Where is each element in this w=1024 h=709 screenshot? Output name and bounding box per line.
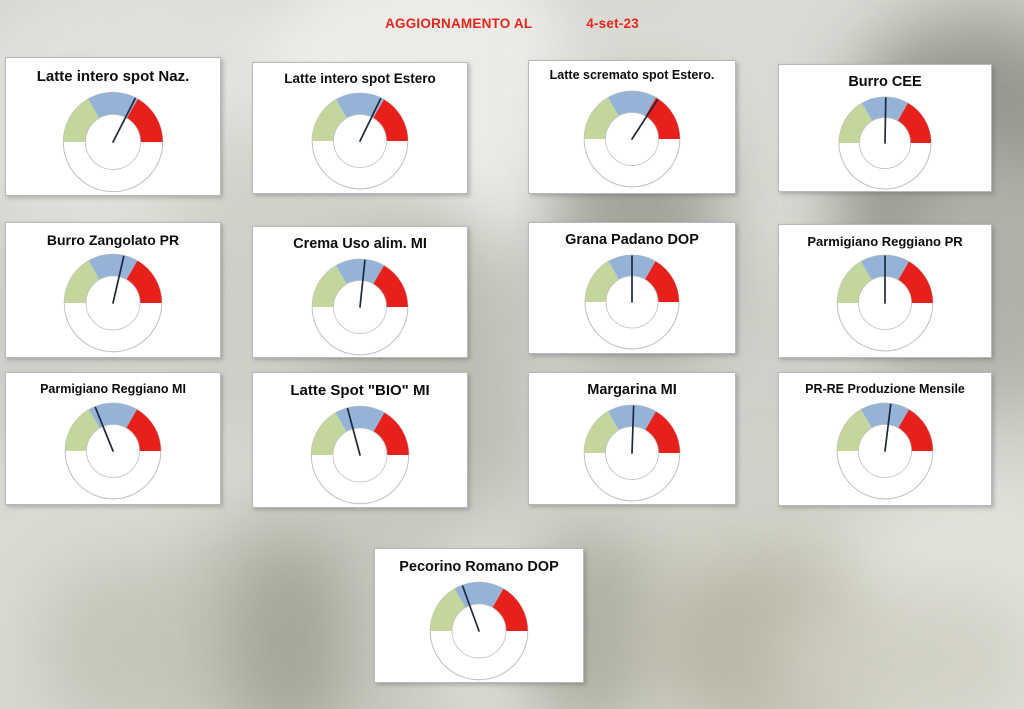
gauge-card[interactable]: Latte scremato spot Estero. (528, 60, 736, 194)
gauge-card[interactable]: Margarina MI (528, 372, 736, 505)
gauge-chart (375, 576, 583, 684)
gauge-card[interactable]: Burro Zangolato PR (5, 222, 221, 358)
header-date: 4-set-23 (586, 16, 639, 31)
gauge-card-title: Crema Uso alim. MI (293, 236, 427, 252)
gauge-card-title: Latte Spot "BIO" MI (290, 382, 430, 399)
gauge-card-title: Burro Zangolato PR (46, 232, 180, 248)
background-blob (770, 590, 1024, 709)
gauge-chart (779, 249, 991, 357)
gauge-card[interactable]: Latte intero spot Estero (252, 62, 468, 194)
gauge-card[interactable]: Crema Uso alim. MI (252, 226, 468, 358)
gauge-chart (529, 399, 735, 505)
gauge-card[interactable]: Parmigiano Reggiano PR (778, 224, 992, 358)
gauge-card-title: Grana Padano DOP (565, 232, 699, 248)
gauge-card-title: Latte intero spot Naz. (36, 68, 190, 85)
gauge-chart (253, 87, 467, 193)
gauge-card[interactable]: Grana Padano DOP (528, 222, 736, 354)
gauge-chart (779, 91, 991, 193)
gauge-chart (529, 249, 735, 353)
header-label: AGGIORNAMENTO AL (385, 16, 533, 31)
gauge-card-title: Margarina MI (587, 382, 677, 398)
gauge-chart (6, 248, 220, 357)
background-blob (230, 540, 350, 709)
gauge-card-title: Latte intero spot Estero (284, 71, 436, 86)
gauge-card[interactable]: Pecorino Romano DOP (374, 548, 584, 683)
gauge-card-title: Parmigiano Reggiano MI (40, 382, 186, 396)
gauge-card[interactable]: PR-RE Produzione Mensile (778, 372, 992, 506)
gauge-card-title: PR-RE Produzione Mensile (805, 382, 965, 396)
gauge-chart (6, 397, 220, 504)
gauge-card[interactable]: Latte intero spot Naz. (5, 57, 221, 196)
gauge-chart (253, 253, 467, 359)
gauge-chart (6, 86, 220, 196)
gauge-card-title: Burro CEE (848, 74, 922, 90)
gauge-card[interactable]: Parmigiano Reggiano MI (5, 372, 221, 505)
gauge-card-title: Pecorino Romano DOP (399, 559, 559, 575)
gauge-chart (253, 400, 467, 508)
gauge-chart (779, 397, 991, 505)
gauge-chart (529, 83, 735, 193)
gauge-card-title: Parmigiano Reggiano PR (807, 234, 963, 249)
header: AGGIORNAMENTO AL 4-set-23 (0, 16, 1024, 31)
gauge-card[interactable]: Latte Spot "BIO" MI (252, 372, 468, 508)
gauge-card[interactable]: Burro CEE (778, 64, 992, 192)
gauge-card-title: Latte scremato spot Estero. (549, 68, 715, 82)
